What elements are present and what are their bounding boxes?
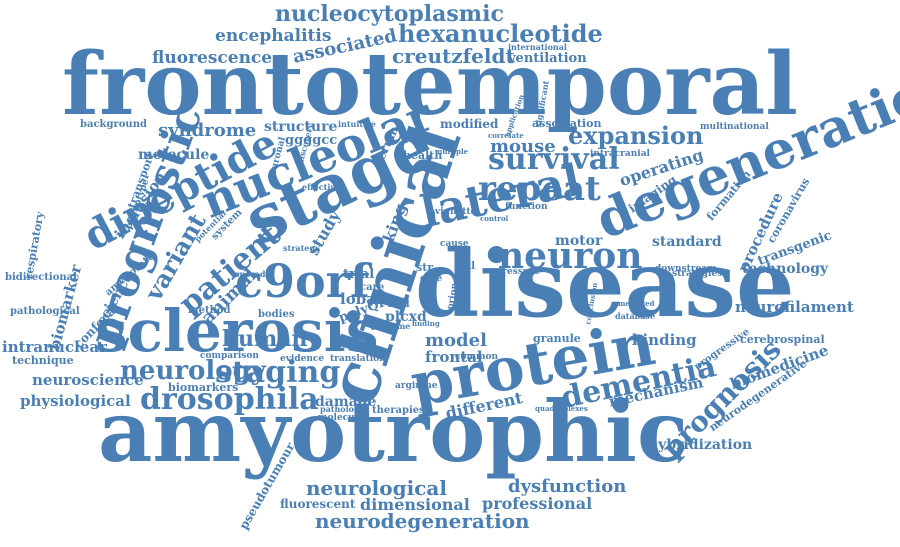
word: amyotrophic <box>98 382 689 481</box>
word: dimensional <box>360 495 470 514</box>
word: vignette <box>435 207 477 217</box>
word: nucleocytoplasmic <box>275 1 504 27</box>
word: pathology <box>320 404 365 414</box>
word: model <box>425 330 487 351</box>
word: neuroscience <box>32 371 144 389</box>
word: multiple <box>435 147 469 156</box>
word: pathological <box>10 306 80 317</box>
word: cause <box>440 239 469 249</box>
word: neurological <box>306 476 447 500</box>
word: database <box>615 311 656 321</box>
word: mediated <box>618 299 655 308</box>
word: hexanucleotide <box>398 19 603 48</box>
word: control <box>480 214 509 223</box>
word: quadruplexes <box>535 404 588 413</box>
word: bidirectional <box>5 272 77 283</box>
word: damage <box>315 394 377 410</box>
word: granule <box>533 332 581 345</box>
word: lobar <box>340 290 384 308</box>
word: drosophila <box>140 382 319 417</box>
word: professional <box>482 494 593 513</box>
word: respiratory <box>21 210 47 281</box>
word: ggggcc <box>285 133 338 148</box>
word: fluorescence <box>152 48 273 68</box>
word: method <box>188 305 231 316</box>
word: translation <box>330 354 386 364</box>
word: effective <box>302 182 341 192</box>
word: background <box>80 119 147 130</box>
word: sporadic <box>235 269 274 279</box>
word: str <box>416 261 434 274</box>
word: function <box>505 202 548 212</box>
word: intuitive <box>338 119 376 129</box>
word: case <box>420 274 443 284</box>
word: disease <box>415 230 795 338</box>
word: common <box>455 352 499 362</box>
word: technology <box>742 261 829 277</box>
word: care <box>360 282 385 293</box>
word: creutzfeldt <box>392 44 515 68</box>
word: structure <box>264 119 338 135</box>
word: multinational <box>700 122 769 132</box>
word: syndrome <box>158 120 257 141</box>
word: molecule <box>138 147 210 163</box>
word: intracranial <box>590 149 650 159</box>
word: frontotemporal <box>62 34 798 135</box>
word: ventilation <box>508 51 587 66</box>
word: trial <box>343 267 375 282</box>
word: sclerosis <box>95 297 379 365</box>
word: ftld <box>388 297 410 310</box>
word: staging <box>215 355 341 390</box>
word: intranuclear <box>2 338 107 356</box>
word: standard <box>652 234 722 250</box>
word: technique <box>12 354 74 367</box>
word: c9orf <box>235 254 370 308</box>
word: correlate <box>488 131 524 140</box>
word: molecular <box>318 413 369 423</box>
word: dysfunction <box>508 476 627 497</box>
word: repeat <box>478 169 601 209</box>
word: expansion <box>568 121 704 150</box>
word: cell <box>455 261 476 272</box>
word: neurology <box>120 356 266 386</box>
word: mouse <box>490 136 556 157</box>
word: association <box>532 117 602 130</box>
word: physiological <box>20 392 131 410</box>
word: human <box>222 326 308 352</box>
word: biomarkers <box>168 381 239 394</box>
word: frontal <box>425 348 483 366</box>
word: strategies <box>672 269 723 279</box>
word: health <box>403 149 443 162</box>
word: neurofilament <box>735 298 854 316</box>
word: bodies <box>258 309 295 320</box>
word: arginine <box>395 381 438 391</box>
word: volume <box>378 321 411 331</box>
word: downstream <box>655 264 717 274</box>
word: finding <box>412 319 440 328</box>
word: strategy <box>283 243 320 253</box>
word: pressure <box>496 267 540 277</box>
word: modified <box>440 117 499 131</box>
word: hybridization <box>648 437 753 453</box>
word: neurodegeneration <box>315 509 530 533</box>
word: survival <box>488 142 620 177</box>
word: neuron <box>498 235 643 277</box>
word: encephalitis <box>215 26 332 46</box>
word: therapies <box>372 405 425 416</box>
word: plcxd <box>385 309 427 325</box>
word: cerebrospinal <box>740 333 825 346</box>
word: fluorescent <box>280 497 356 511</box>
word: comparison <box>200 351 259 361</box>
word: motor <box>555 233 603 249</box>
word: evidence <box>280 354 325 364</box>
word: binding <box>632 331 697 349</box>
word: international <box>508 42 567 52</box>
